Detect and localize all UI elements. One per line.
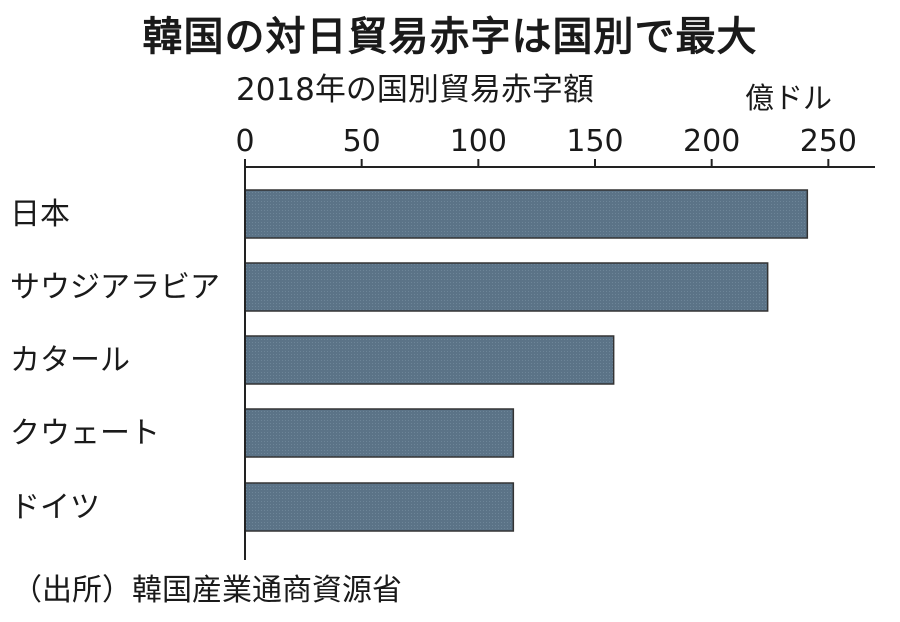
bar [244,335,615,385]
x-tick-label: 200 [683,124,740,159]
bar [244,482,515,532]
x-tick-label: 100 [450,124,507,159]
bar [244,262,769,312]
category-label: クウェート [10,416,160,451]
x-tick-label: 50 [343,124,381,159]
chart-title: 韓国の対日貿易赤字は国別で最大 [142,14,758,60]
bar [244,408,515,458]
chart-subtitle: 2018年の国別貿易赤字額 [236,72,594,108]
x-tick-label: 250 [800,124,857,159]
x-tick-label: 150 [566,124,623,159]
category-label: サウジアラビア [10,270,220,305]
category-label: カタール [10,343,130,378]
x-tick-label: 0 [235,124,254,159]
bar [244,189,809,239]
category-label: ドイツ [10,490,100,525]
source-note: （出所）韓国産業通商資源省 [12,573,402,608]
category-label: 日本 [10,197,70,232]
unit-label: 億ドル [745,81,833,115]
